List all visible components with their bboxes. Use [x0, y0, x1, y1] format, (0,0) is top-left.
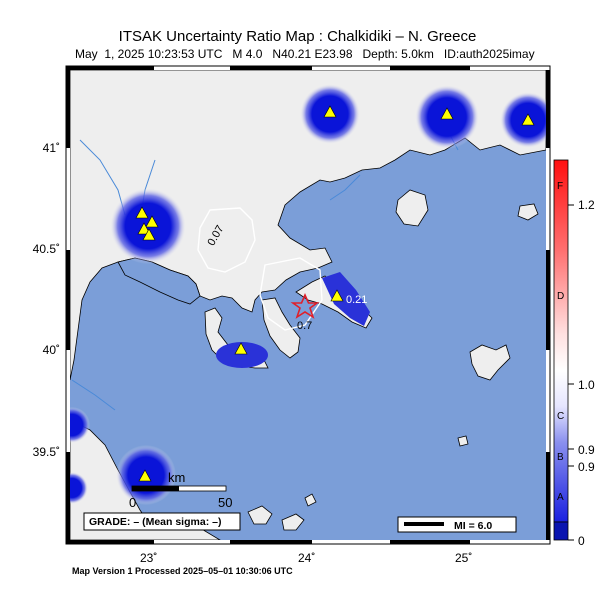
event-info: May 1, 2025 10:23:53 UTC M 4.0 N40.21 E2… [75, 47, 535, 61]
contour-0.07 [197, 207, 256, 273]
lemnos [469, 344, 511, 381]
lon-tick: 25˚ [455, 551, 472, 565]
grade-letter: C [557, 411, 564, 422]
contour-label: 0.21 [346, 294, 367, 306]
station-icon [234, 342, 248, 355]
station-markers [135, 105, 535, 482]
colorbar-value: 0 [578, 534, 585, 548]
sporades [247, 493, 317, 531]
colorbar-value: 1.2 [578, 198, 595, 212]
station-icon [145, 215, 159, 228]
mi-legend [397, 516, 517, 533]
station-icon [440, 107, 454, 120]
colorbar-value: 0.9 [578, 460, 595, 474]
station-icon [323, 105, 337, 118]
contour-label: 0.7 [297, 320, 312, 332]
scale-max: 50 [218, 495, 232, 510]
scale-zero: 0 [129, 495, 136, 510]
grade-letter: A [557, 492, 564, 503]
ratio-blob [216, 342, 268, 368]
processing-footer: Map Version 1 Processed 2025–05–01 10:30… [72, 566, 293, 576]
mi-legend-text: MI = 6.0 [454, 520, 492, 532]
lat-tick: 41˚ [43, 141, 60, 155]
station-icon [330, 289, 344, 302]
contour-inner [259, 257, 323, 331]
frame-ticks [66, 66, 550, 544]
colorbar-value: 0.9 [578, 443, 595, 457]
small-island [457, 435, 469, 447]
grade-box [83, 512, 241, 531]
station-icon [138, 469, 152, 482]
grade-letter: B [557, 452, 564, 463]
station-icon [135, 206, 149, 219]
epicenter-star-icon [290, 293, 320, 319]
lon-tick: 23˚ [140, 551, 157, 565]
ratio-blob [70, 407, 90, 443]
thasos [395, 189, 429, 227]
grade-letter: F [557, 181, 563, 192]
scale-unit: km [168, 470, 185, 485]
scale-bar: km 0 50 [129, 470, 232, 510]
colorbar: F D C B A 1.2 1.0 0.9 0.9 0 [553, 159, 595, 548]
colorbar-value: 1.0 [578, 378, 595, 392]
grade-letter: D [557, 291, 564, 302]
ratio-blob [500, 92, 546, 148]
lat-tick: 39.5˚ [33, 445, 60, 459]
map-panel: 0.07 0.7 0.21 km 0 50 GRADE: – ( [70, 70, 546, 540]
lon-tick: 24˚ [298, 551, 315, 565]
ratio-blob [322, 272, 370, 326]
station-icon [137, 222, 151, 235]
map-title: ITSAK Uncertainty Ratio Map : Chalkidiki… [118, 28, 477, 45]
ratio-blob [70, 472, 88, 504]
station-icon [142, 228, 156, 241]
lat-tick: 40.5˚ [33, 242, 60, 256]
grade-text: GRADE: – (Mean sigma: –) [89, 516, 221, 528]
station-icon [521, 113, 535, 126]
island-north [517, 203, 539, 221]
lat-tick: 40˚ [43, 343, 60, 357]
